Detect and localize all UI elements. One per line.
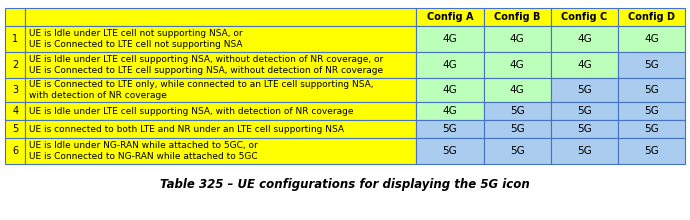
Bar <box>26 26 416 52</box>
Text: 4G: 4G <box>442 106 457 116</box>
Text: UE is connected to both LTE and NR under an LTE cell supporting NSA: UE is connected to both LTE and NR under… <box>30 125 344 134</box>
Bar <box>618 138 685 164</box>
Text: 5G: 5G <box>577 106 592 116</box>
Text: 3: 3 <box>12 85 18 95</box>
Text: 5: 5 <box>12 124 19 134</box>
Text: 5G: 5G <box>510 124 524 134</box>
Text: 4G: 4G <box>442 85 457 95</box>
Bar <box>416 102 484 120</box>
Bar <box>5 102 26 120</box>
Bar <box>551 138 618 164</box>
Bar <box>618 26 685 52</box>
Text: Config B: Config B <box>494 12 540 22</box>
Bar <box>26 78 416 102</box>
Bar <box>484 52 551 78</box>
Text: 4: 4 <box>12 106 18 116</box>
Bar <box>484 138 551 164</box>
Text: 4G: 4G <box>442 34 457 44</box>
Bar <box>551 102 618 120</box>
Text: 5G: 5G <box>644 106 659 116</box>
Bar <box>5 8 26 26</box>
Bar <box>5 52 26 78</box>
Text: 6: 6 <box>12 146 18 156</box>
Text: 4G: 4G <box>510 60 524 70</box>
Bar <box>416 26 484 52</box>
Text: 5G: 5G <box>510 106 524 116</box>
Text: 4G: 4G <box>577 34 592 44</box>
Text: 5G: 5G <box>442 124 457 134</box>
Bar <box>551 78 618 102</box>
Bar <box>618 102 685 120</box>
Text: 4G: 4G <box>510 85 524 95</box>
Bar <box>484 78 551 102</box>
Bar <box>551 26 618 52</box>
Bar <box>26 8 416 26</box>
Bar <box>416 8 484 26</box>
Text: 5G: 5G <box>644 85 659 95</box>
Bar <box>484 102 551 120</box>
Text: 5G: 5G <box>577 124 592 134</box>
Bar <box>416 138 484 164</box>
Bar <box>484 8 551 26</box>
Bar <box>5 78 26 102</box>
Text: Config C: Config C <box>561 12 607 22</box>
Text: UE is Idle under LTE cell supporting NSA, without detection of NR coverage, or
U: UE is Idle under LTE cell supporting NSA… <box>30 55 384 75</box>
Bar <box>551 8 618 26</box>
Text: UE is Idle under LTE cell not supporting NSA, or
UE is Connected to LTE cell not: UE is Idle under LTE cell not supporting… <box>30 29 243 49</box>
Bar <box>416 78 484 102</box>
Text: 4G: 4G <box>577 60 592 70</box>
Bar <box>618 78 685 102</box>
Text: Config A: Config A <box>426 12 473 22</box>
Text: 4G: 4G <box>644 34 659 44</box>
Text: UE is Idle under NG-RAN while attached to 5GC, or
UE is Connected to NG-RAN whil: UE is Idle under NG-RAN while attached t… <box>30 141 258 161</box>
Text: 5G: 5G <box>510 146 524 156</box>
Bar <box>484 120 551 138</box>
Text: 5G: 5G <box>644 146 659 156</box>
Bar <box>551 52 618 78</box>
Bar <box>5 26 26 52</box>
Text: 5G: 5G <box>442 146 457 156</box>
Text: UE is Connected to LTE only, while connected to an LTE cell supporting NSA,
with: UE is Connected to LTE only, while conne… <box>30 80 374 100</box>
Bar <box>484 26 551 52</box>
Bar <box>5 138 26 164</box>
Text: 1: 1 <box>12 34 18 44</box>
Text: 5G: 5G <box>577 85 592 95</box>
Text: 5G: 5G <box>644 124 659 134</box>
Text: Table 325 – UE configurations for displaying the 5G icon: Table 325 – UE configurations for displa… <box>160 178 530 191</box>
Bar <box>5 120 26 138</box>
Text: UE is Idle under LTE cell supporting NSA, with detection of NR coverage: UE is Idle under LTE cell supporting NSA… <box>30 106 354 116</box>
Text: 5G: 5G <box>644 60 659 70</box>
Bar <box>26 120 416 138</box>
Bar <box>26 138 416 164</box>
Text: 4G: 4G <box>442 60 457 70</box>
Bar <box>618 120 685 138</box>
Text: 4G: 4G <box>510 34 524 44</box>
Bar <box>416 52 484 78</box>
Bar <box>416 120 484 138</box>
Text: Config D: Config D <box>628 12 675 22</box>
Text: 5G: 5G <box>577 146 592 156</box>
Bar <box>618 8 685 26</box>
Bar <box>26 102 416 120</box>
Bar <box>26 52 416 78</box>
Bar <box>618 52 685 78</box>
Text: 2: 2 <box>12 60 19 70</box>
Bar <box>551 120 618 138</box>
